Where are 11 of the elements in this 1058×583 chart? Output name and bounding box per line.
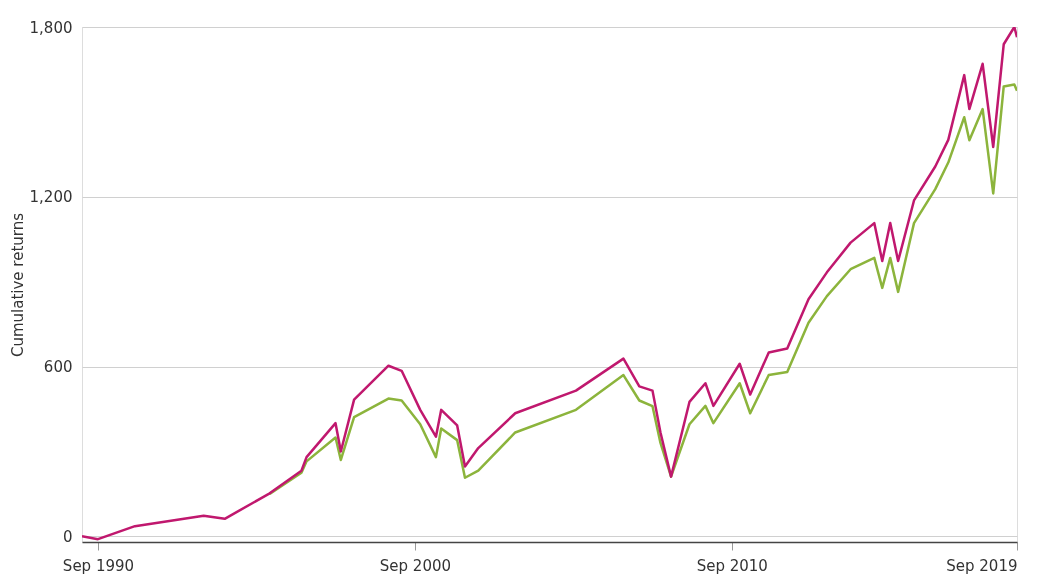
x-tick-label: Sep 2019	[946, 556, 1018, 575]
y-tick-label: 0	[62, 527, 73, 546]
line-series	[268, 83, 1017, 496]
x-tick-label: Sep 2010	[696, 556, 768, 575]
x-tick-label: Sep 1990	[62, 556, 135, 575]
y-tick-label: 1,200	[29, 188, 73, 207]
line-series	[82, 27, 1017, 541]
y-tick-label: 600	[43, 358, 73, 377]
y-tick-label: 1,800	[29, 18, 73, 37]
y-axis-title: Cumulative returns	[8, 212, 27, 358]
x-tick-label: Sep 2000	[379, 556, 452, 575]
